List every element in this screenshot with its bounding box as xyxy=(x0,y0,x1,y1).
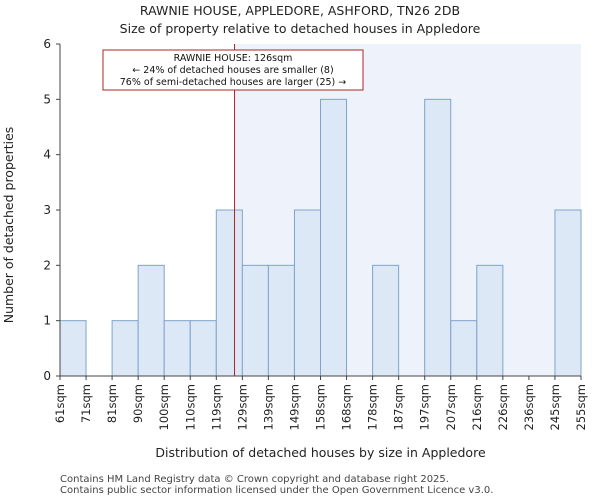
histogram-bar xyxy=(215,209,243,377)
histogram-bar xyxy=(372,264,400,377)
histogram-bar xyxy=(293,209,322,377)
histogram-bar xyxy=(320,98,348,377)
y-axis-label: Number of detached properties xyxy=(1,127,16,324)
histogram-bar xyxy=(476,264,504,377)
annotation-line-3: 76% of semi-detached houses are larger (… xyxy=(120,77,347,88)
x-tick-label: 119sqm xyxy=(209,384,223,430)
x-tick-label: 100sqm xyxy=(157,384,171,430)
x-tick-label: 255sqm xyxy=(574,384,588,430)
x-tick-label: 187sqm xyxy=(392,384,406,430)
histogram-bar xyxy=(554,209,582,377)
y-tick-label: 3 xyxy=(43,203,51,217)
y-tick-label: 5 xyxy=(43,92,51,106)
x-tick-label: 139sqm xyxy=(261,384,275,430)
x-tick-label: 149sqm xyxy=(287,384,301,430)
histogram-bar xyxy=(450,320,478,377)
footer-line-1: Contains HM Land Registry data © Crown c… xyxy=(60,474,449,485)
histogram-chart: 0 1 2 3 4 5 6 61sqm 71sqm 81sqm 90sqm 100sqm 110sqm 1… xyxy=(1,37,588,460)
x-tick-label: 129sqm xyxy=(235,384,249,430)
y-tick-label: 1 xyxy=(43,314,51,328)
histogram-bar xyxy=(111,320,139,377)
x-tick-label: 226sqm xyxy=(496,384,510,430)
chart-title: RAWNIE HOUSE, APPLEDORE, ASHFORD, TN26 2… xyxy=(139,3,461,18)
x-tick-label: 216sqm xyxy=(470,384,484,430)
y-tick-label: 2 xyxy=(43,258,51,272)
histogram-bar xyxy=(241,264,269,377)
y-tick-label: 0 xyxy=(43,369,51,383)
histogram-bar xyxy=(59,320,87,377)
histogram-bar xyxy=(424,98,452,377)
histogram-bar xyxy=(137,264,165,377)
x-tick-label: 61sqm xyxy=(53,384,67,423)
x-tick-label: 207sqm xyxy=(444,384,458,430)
annotation-box xyxy=(102,49,364,91)
x-tick-label: 168sqm xyxy=(340,384,354,430)
histogram-bar xyxy=(189,320,217,377)
x-tick-label: 245sqm xyxy=(548,384,562,430)
y-tick-label: 4 xyxy=(43,148,51,162)
y-tick-label: 6 xyxy=(43,37,51,51)
x-tick-label: 178sqm xyxy=(366,384,380,430)
x-tick-label: 81sqm xyxy=(105,384,119,423)
histogram-bar xyxy=(163,320,191,377)
x-tick-label: 236sqm xyxy=(522,384,536,430)
x-tick-label: 90sqm xyxy=(131,384,145,423)
x-axis-label: Distribution of detached houses by size … xyxy=(155,445,486,460)
histogram-bar xyxy=(267,264,295,377)
x-tick-label: 158sqm xyxy=(314,384,328,430)
annotation-line-1: RAWNIE HOUSE: 126sqm xyxy=(174,53,293,64)
footer-line-2: Contains public sector information licen… xyxy=(60,485,494,496)
annotation-line-2: ← 24% of detached houses are smaller (8) xyxy=(132,65,333,76)
x-tick-label: 110sqm xyxy=(183,384,197,430)
chart-subtitle: Size of property relative to detached ho… xyxy=(119,21,481,36)
x-tick-label: 71sqm xyxy=(79,384,93,423)
x-tick-label: 197sqm xyxy=(418,384,432,430)
